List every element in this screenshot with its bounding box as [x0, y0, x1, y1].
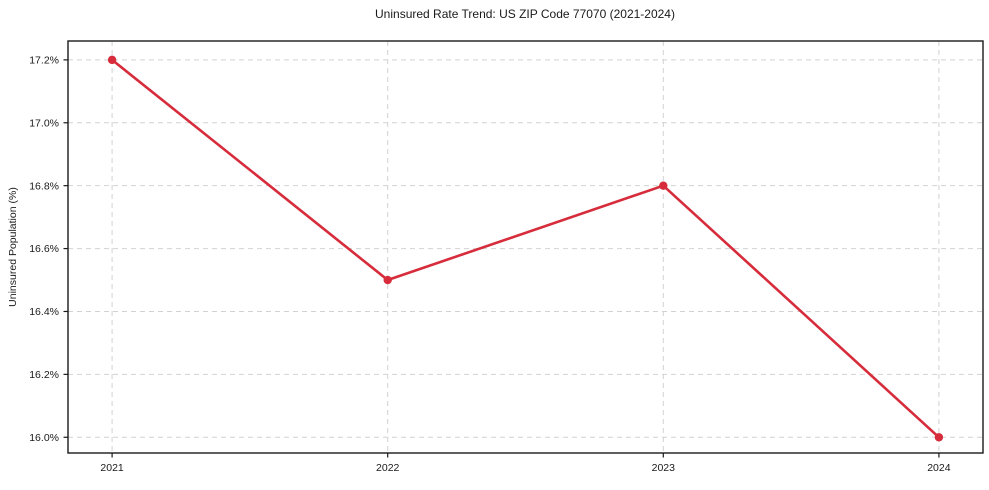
data-point — [383, 275, 392, 285]
x-tick-label: 2023 — [652, 462, 676, 474]
y-tick-label: 17.0% — [29, 117, 59, 129]
data-point — [659, 181, 668, 190]
y-tick-label: 16.8% — [29, 180, 59, 192]
y-tick-label: 16.2% — [29, 369, 59, 381]
data-point — [107, 55, 117, 65]
y-tick-label: 17.2% — [29, 54, 59, 66]
x-tick-label: 2021 — [100, 462, 124, 474]
x-tick-label: 2024 — [927, 462, 951, 474]
x-tick-label: 2022 — [376, 462, 400, 474]
y-axis-label: Uninsured Population (%) — [7, 187, 19, 307]
chart-title: Uninsured Rate Trend: US ZIP Code 77070 … — [375, 7, 675, 21]
y-tick-label: 16.6% — [29, 243, 59, 255]
y-tick-label: 16.0% — [29, 432, 59, 444]
y-tick-label: 16.4% — [29, 306, 59, 318]
data-point — [934, 433, 944, 442]
trend-line — [110, 58, 941, 439]
plot-border — [67, 40, 984, 454]
